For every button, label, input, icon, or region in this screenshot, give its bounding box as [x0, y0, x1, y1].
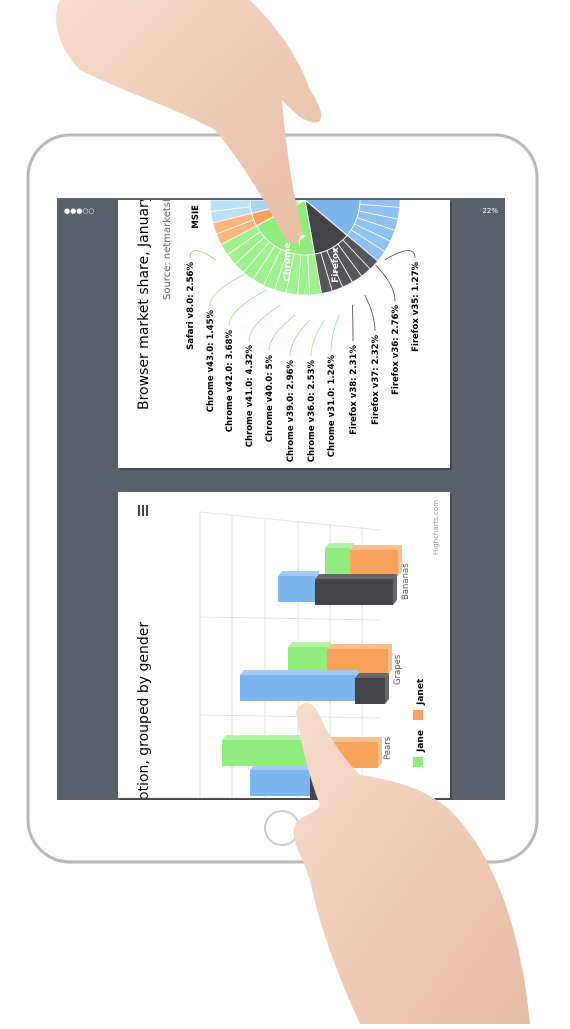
pie-label: Chrome v40.0: 5%: [265, 355, 275, 443]
bar: [250, 770, 310, 796]
leader-line: [375, 264, 396, 302]
category-label: Bananas: [401, 563, 411, 600]
bar-card: otion, grouped by gender Pears Grapes Ba…: [118, 492, 450, 800]
bar-top: [350, 545, 402, 550]
pie-card: Browser market share, January, Source: n…: [118, 185, 450, 468]
bar-top: [355, 673, 389, 678]
leader-line: [228, 289, 267, 327]
bar-top: [250, 765, 314, 770]
bar-end: [378, 737, 382, 768]
pie-label: Chrome v39.0: 2.96%: [286, 360, 296, 463]
pie-label: Safari v8.0: 2.56%: [186, 262, 196, 350]
category-label: Pears: [383, 736, 393, 760]
home-button[interactable]: [264, 810, 300, 846]
pie-label: Chrome v42.0: 3.68%: [225, 330, 235, 433]
bar-top: [278, 571, 319, 576]
leader-line: [330, 314, 340, 352]
pie-label: Chrome v43.0: 1.45%: [206, 310, 216, 413]
legend-label[interactable]: Janet: [416, 678, 426, 706]
bar: [355, 678, 385, 704]
pie-label: MSIE: [191, 205, 201, 229]
pie-ring-slice: [209, 200, 251, 213]
bar-end: [388, 644, 392, 675]
bar-end: [385, 673, 389, 704]
pie-label: Chrome v31.0: 1.24%: [327, 355, 337, 458]
legend-swatch: [413, 710, 423, 720]
pie-label: Chrome v36.0: 2.53%: [307, 360, 317, 463]
leader-line: [364, 294, 376, 332]
bar: [350, 550, 398, 576]
title: Browser market share, January,: [136, 189, 152, 410]
pie-label: Firefox v35: 1.27%: [411, 262, 421, 352]
pie-label: Chrome v41.0: 4.32%: [245, 345, 255, 448]
bar: [278, 576, 315, 602]
legend-label[interactable]: Jane: [416, 730, 426, 753]
pie-label: Firefox v36: 2.76%: [391, 305, 401, 395]
leader-line: [352, 304, 354, 342]
fingernail: [298, 234, 306, 248]
leader-line: [268, 314, 296, 352]
bar-top: [315, 574, 397, 579]
leader-line: [310, 319, 326, 357]
leader-line: [189, 250, 216, 261]
leader-line: [248, 304, 281, 342]
bar-end: [398, 545, 402, 576]
credit: Highcharts.com: [432, 500, 440, 555]
bar: [240, 675, 355, 701]
bottom-hand: [293, 703, 530, 1024]
inner-label: Firefox: [331, 247, 341, 283]
pie-label: Firefox v38: 2.31%: [349, 345, 359, 435]
leader-line: [384, 250, 416, 261]
pie-label: Firefox v37: 2.32%: [371, 335, 381, 425]
leader-line: [289, 319, 311, 357]
top-hand: [56, 0, 322, 244]
bar-top: [288, 642, 331, 647]
inner-label: Chrome: [283, 242, 293, 281]
battery: 22%: [482, 207, 498, 215]
bar: [325, 548, 350, 574]
leader-line: [209, 269, 254, 307]
bar: [288, 647, 327, 673]
bar: [315, 579, 393, 605]
title: otion, grouped by gender: [136, 622, 152, 800]
bar-top: [240, 670, 359, 675]
category-label: Grapes: [393, 654, 403, 685]
source: Source: netmarketshar: [162, 185, 173, 300]
signal: ●●●○○: [64, 207, 95, 215]
bar-top: [320, 737, 382, 742]
bar-top: [325, 543, 354, 548]
menu-icon[interactable]: [138, 505, 148, 516]
bar-top: [222, 735, 324, 740]
bar-top: [327, 644, 392, 649]
bar-end: [393, 574, 397, 605]
legend-swatch: [413, 757, 423, 767]
